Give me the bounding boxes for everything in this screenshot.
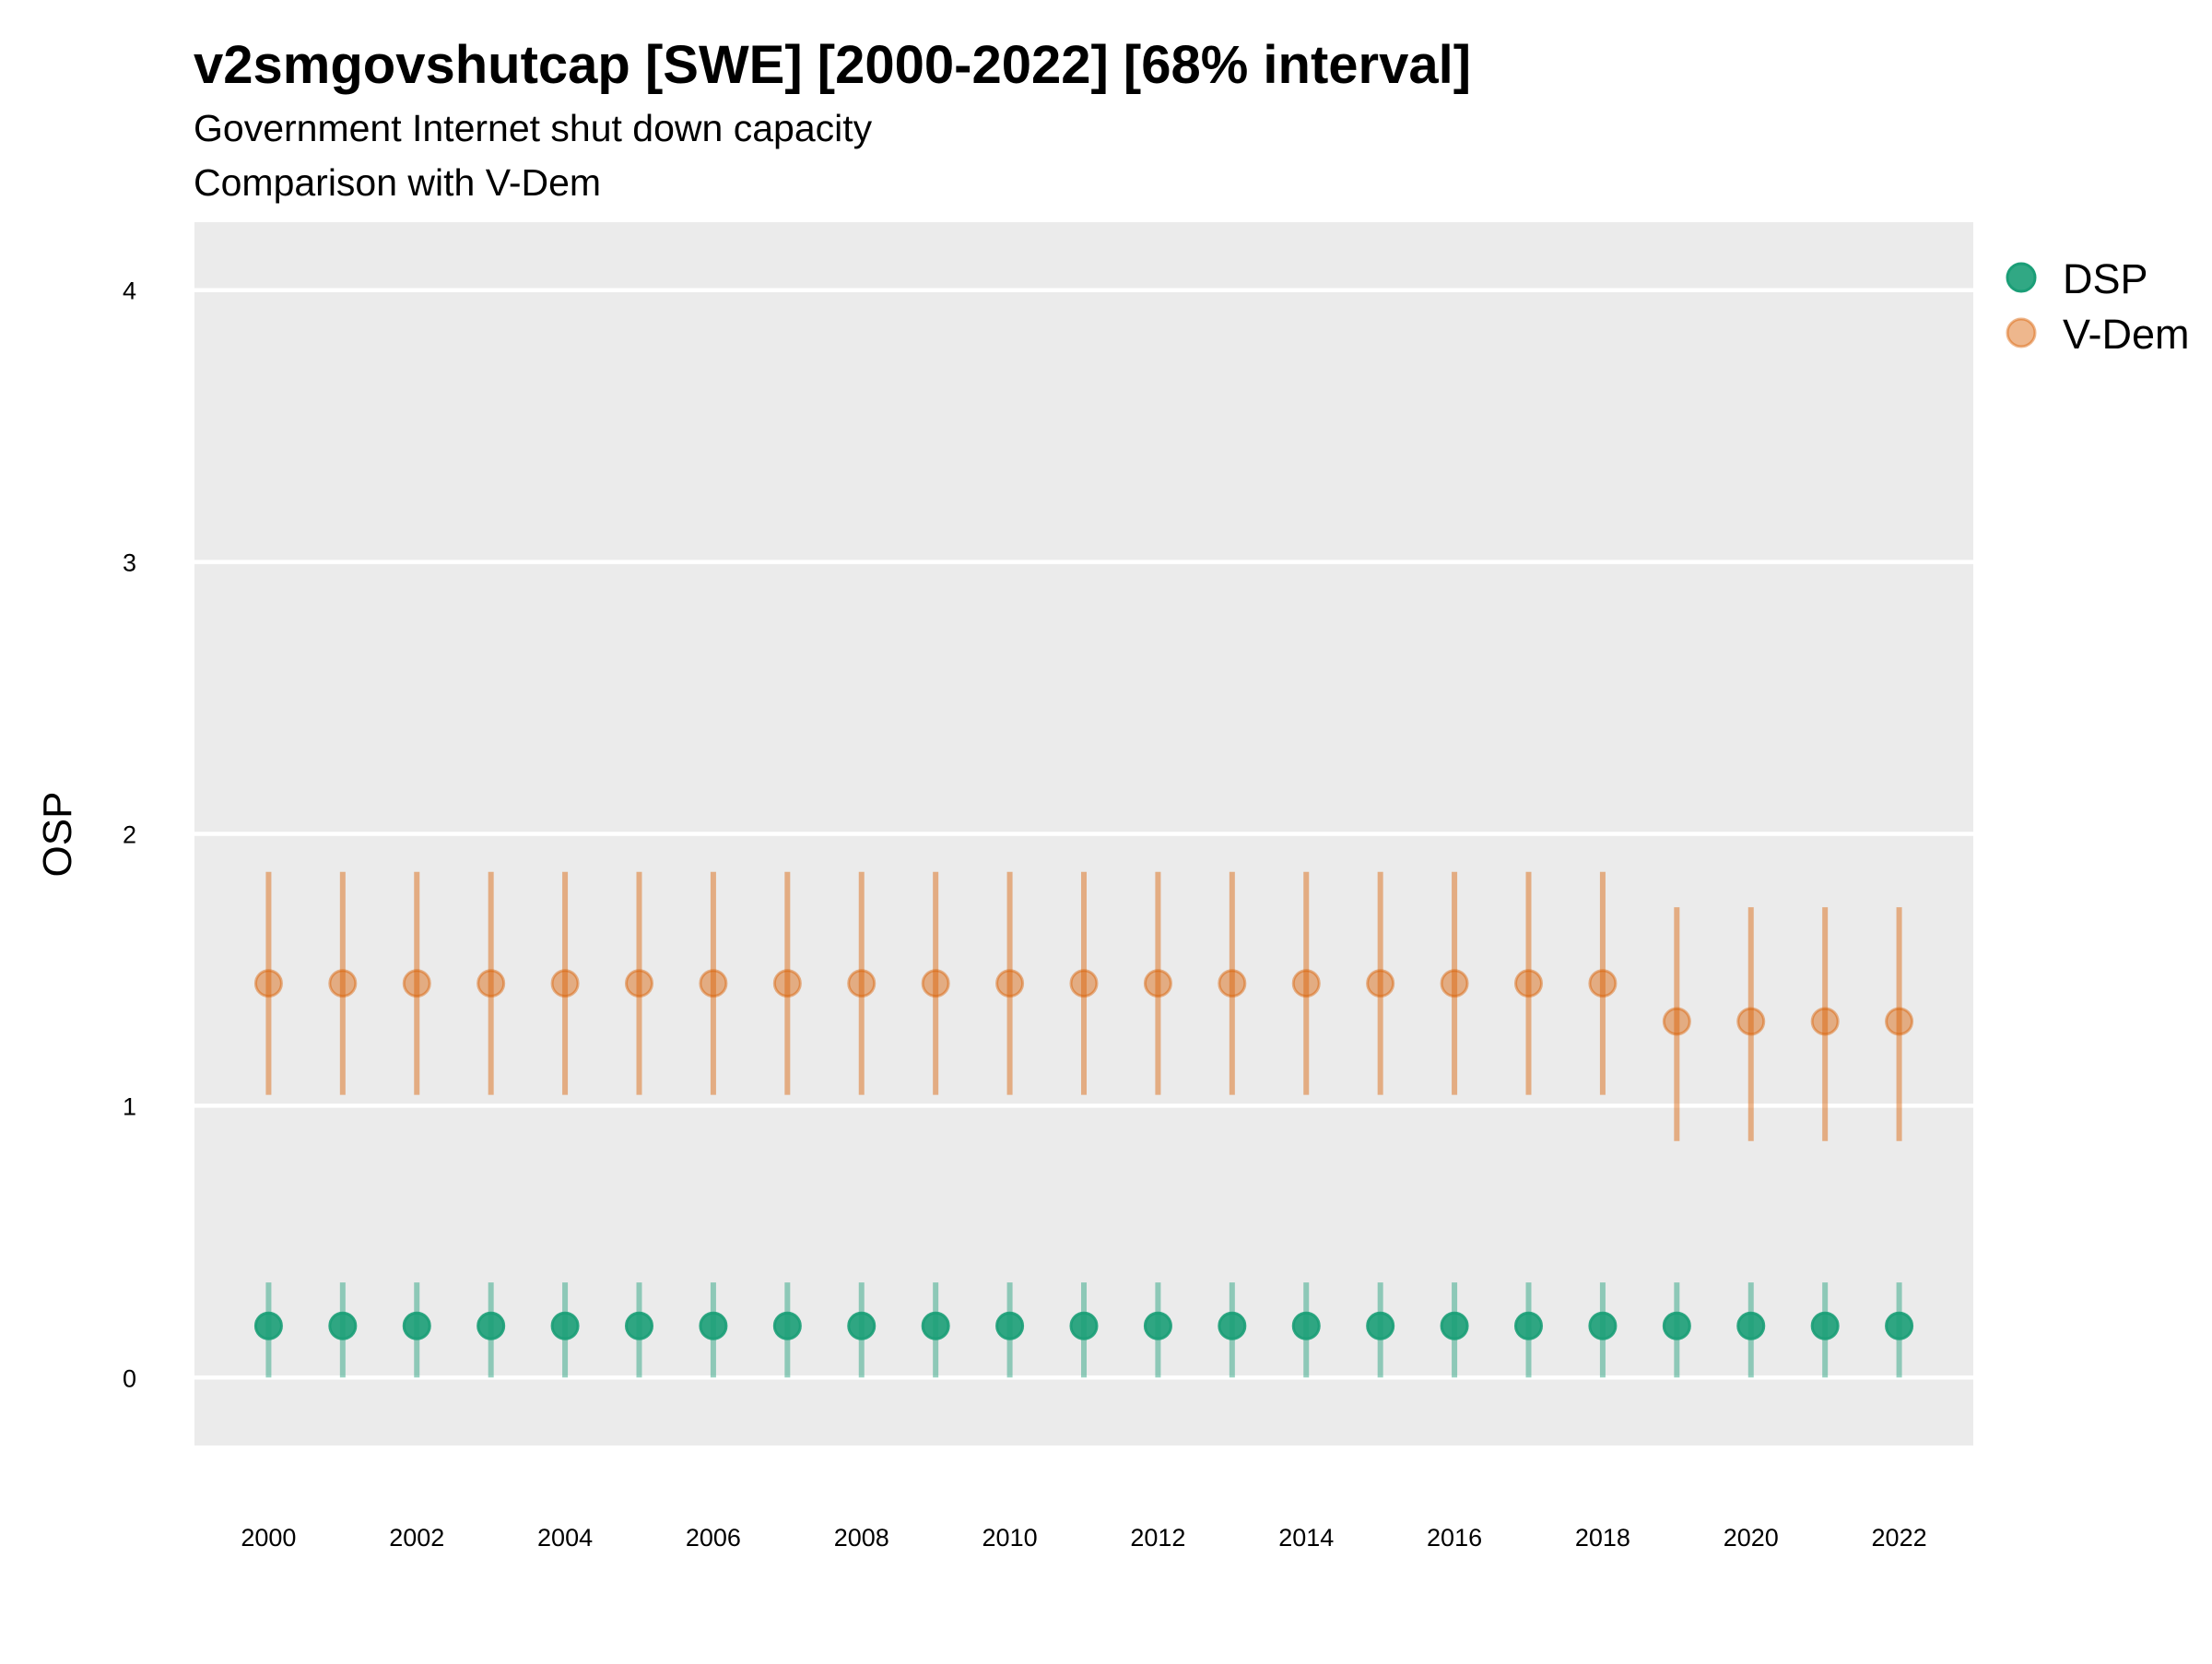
point-v-dem [1588,969,1618,998]
point-v-dem [1514,969,1543,998]
point-dsp [1514,1311,1543,1340]
x-tick-layer: 2000 2002 2004 2006 2008 2010 2012 2014 2016 2018… [241,1524,1926,1552]
y-tick-label: 0 [123,1364,136,1392]
x-tick-label: 2006 [686,1524,741,1552]
point-dsp [847,1311,877,1340]
point-v-dem [1069,969,1099,998]
marks-layer [253,871,1914,1378]
legend: DSP V-Dem [2006,255,2190,358]
point-dsp [1366,1311,1395,1340]
x-tick-label: 2002 [389,1524,444,1552]
point-v-dem [1366,969,1395,998]
point-v-dem [550,969,580,998]
x-tick-label: 2012 [1130,1524,1185,1552]
x-tick-label: 2004 [537,1524,593,1552]
point-v-dem [1440,969,1469,998]
point-dsp [921,1311,950,1340]
chart-title: v2smgovshutcap [SWE] [2000-2022] [68% in… [194,35,1471,95]
point-v-dem [699,969,728,998]
legend-label-vdem: V-Dem [2063,311,2190,358]
point-dsp [402,1311,431,1340]
point-dsp [1810,1311,1840,1340]
point-v-dem [328,969,358,998]
point-v-dem [921,969,950,998]
x-tick-label: 2010 [982,1524,1038,1552]
x-tick-label: 2020 [1724,1524,1779,1552]
grid-layer [194,288,1973,1380]
x-tick-label: 2016 [1427,1524,1482,1552]
legend-key-vdem [2006,317,2037,348]
y-axis-label: OSP [35,792,80,878]
point-v-dem [625,969,653,998]
point-dsp [328,1311,358,1340]
y-tick-label: 1 [123,1092,136,1120]
point-dsp [1885,1311,1914,1340]
point-v-dem [1885,1007,1914,1036]
point-dsp [477,1311,506,1340]
point-dsp [1143,1311,1172,1340]
point-v-dem [1662,1007,1691,1036]
point-v-dem [1143,969,1172,998]
legend-label-dsp: DSP [2063,255,2148,302]
point-dsp [995,1311,1025,1340]
point-v-dem [772,969,802,998]
legend-key-dsp [2006,262,2037,293]
point-v-dem [1736,1007,1766,1036]
point-v-dem [1810,1007,1840,1036]
point-v-dem [847,969,877,998]
point-v-dem [402,969,431,998]
y-tick-layer: 0 1 2 3 4 [123,277,136,1393]
point-dsp [550,1311,580,1340]
x-tick-label: 2018 [1575,1524,1630,1552]
y-tick-label: 3 [123,549,136,577]
point-dsp [1736,1311,1766,1340]
point-dsp [1218,1311,1247,1340]
point-dsp [1440,1311,1469,1340]
point-dsp [625,1311,653,1340]
chart-subtitle-2: Comparison with V-Dem [194,161,601,204]
y-tick-label: 4 [123,277,136,305]
point-v-dem [1291,969,1321,998]
point-dsp [1588,1311,1618,1340]
y-tick-label: 2 [123,821,136,849]
point-dsp [253,1311,283,1340]
x-tick-label: 2022 [1872,1524,1927,1552]
point-dsp [1069,1311,1099,1340]
chart-subtitle-1: Government Internet shut down capacity [194,107,873,149]
point-dsp [1662,1311,1691,1340]
point-dsp [772,1311,802,1340]
point-v-dem [1218,969,1247,998]
x-tick-label: 2014 [1278,1524,1334,1552]
point-v-dem [477,969,506,998]
point-v-dem [253,969,283,998]
x-tick-label: 2008 [834,1524,889,1552]
point-dsp [699,1311,728,1340]
point-v-dem [995,969,1025,998]
x-tick-label: 2000 [241,1524,296,1552]
point-dsp [1291,1311,1321,1340]
